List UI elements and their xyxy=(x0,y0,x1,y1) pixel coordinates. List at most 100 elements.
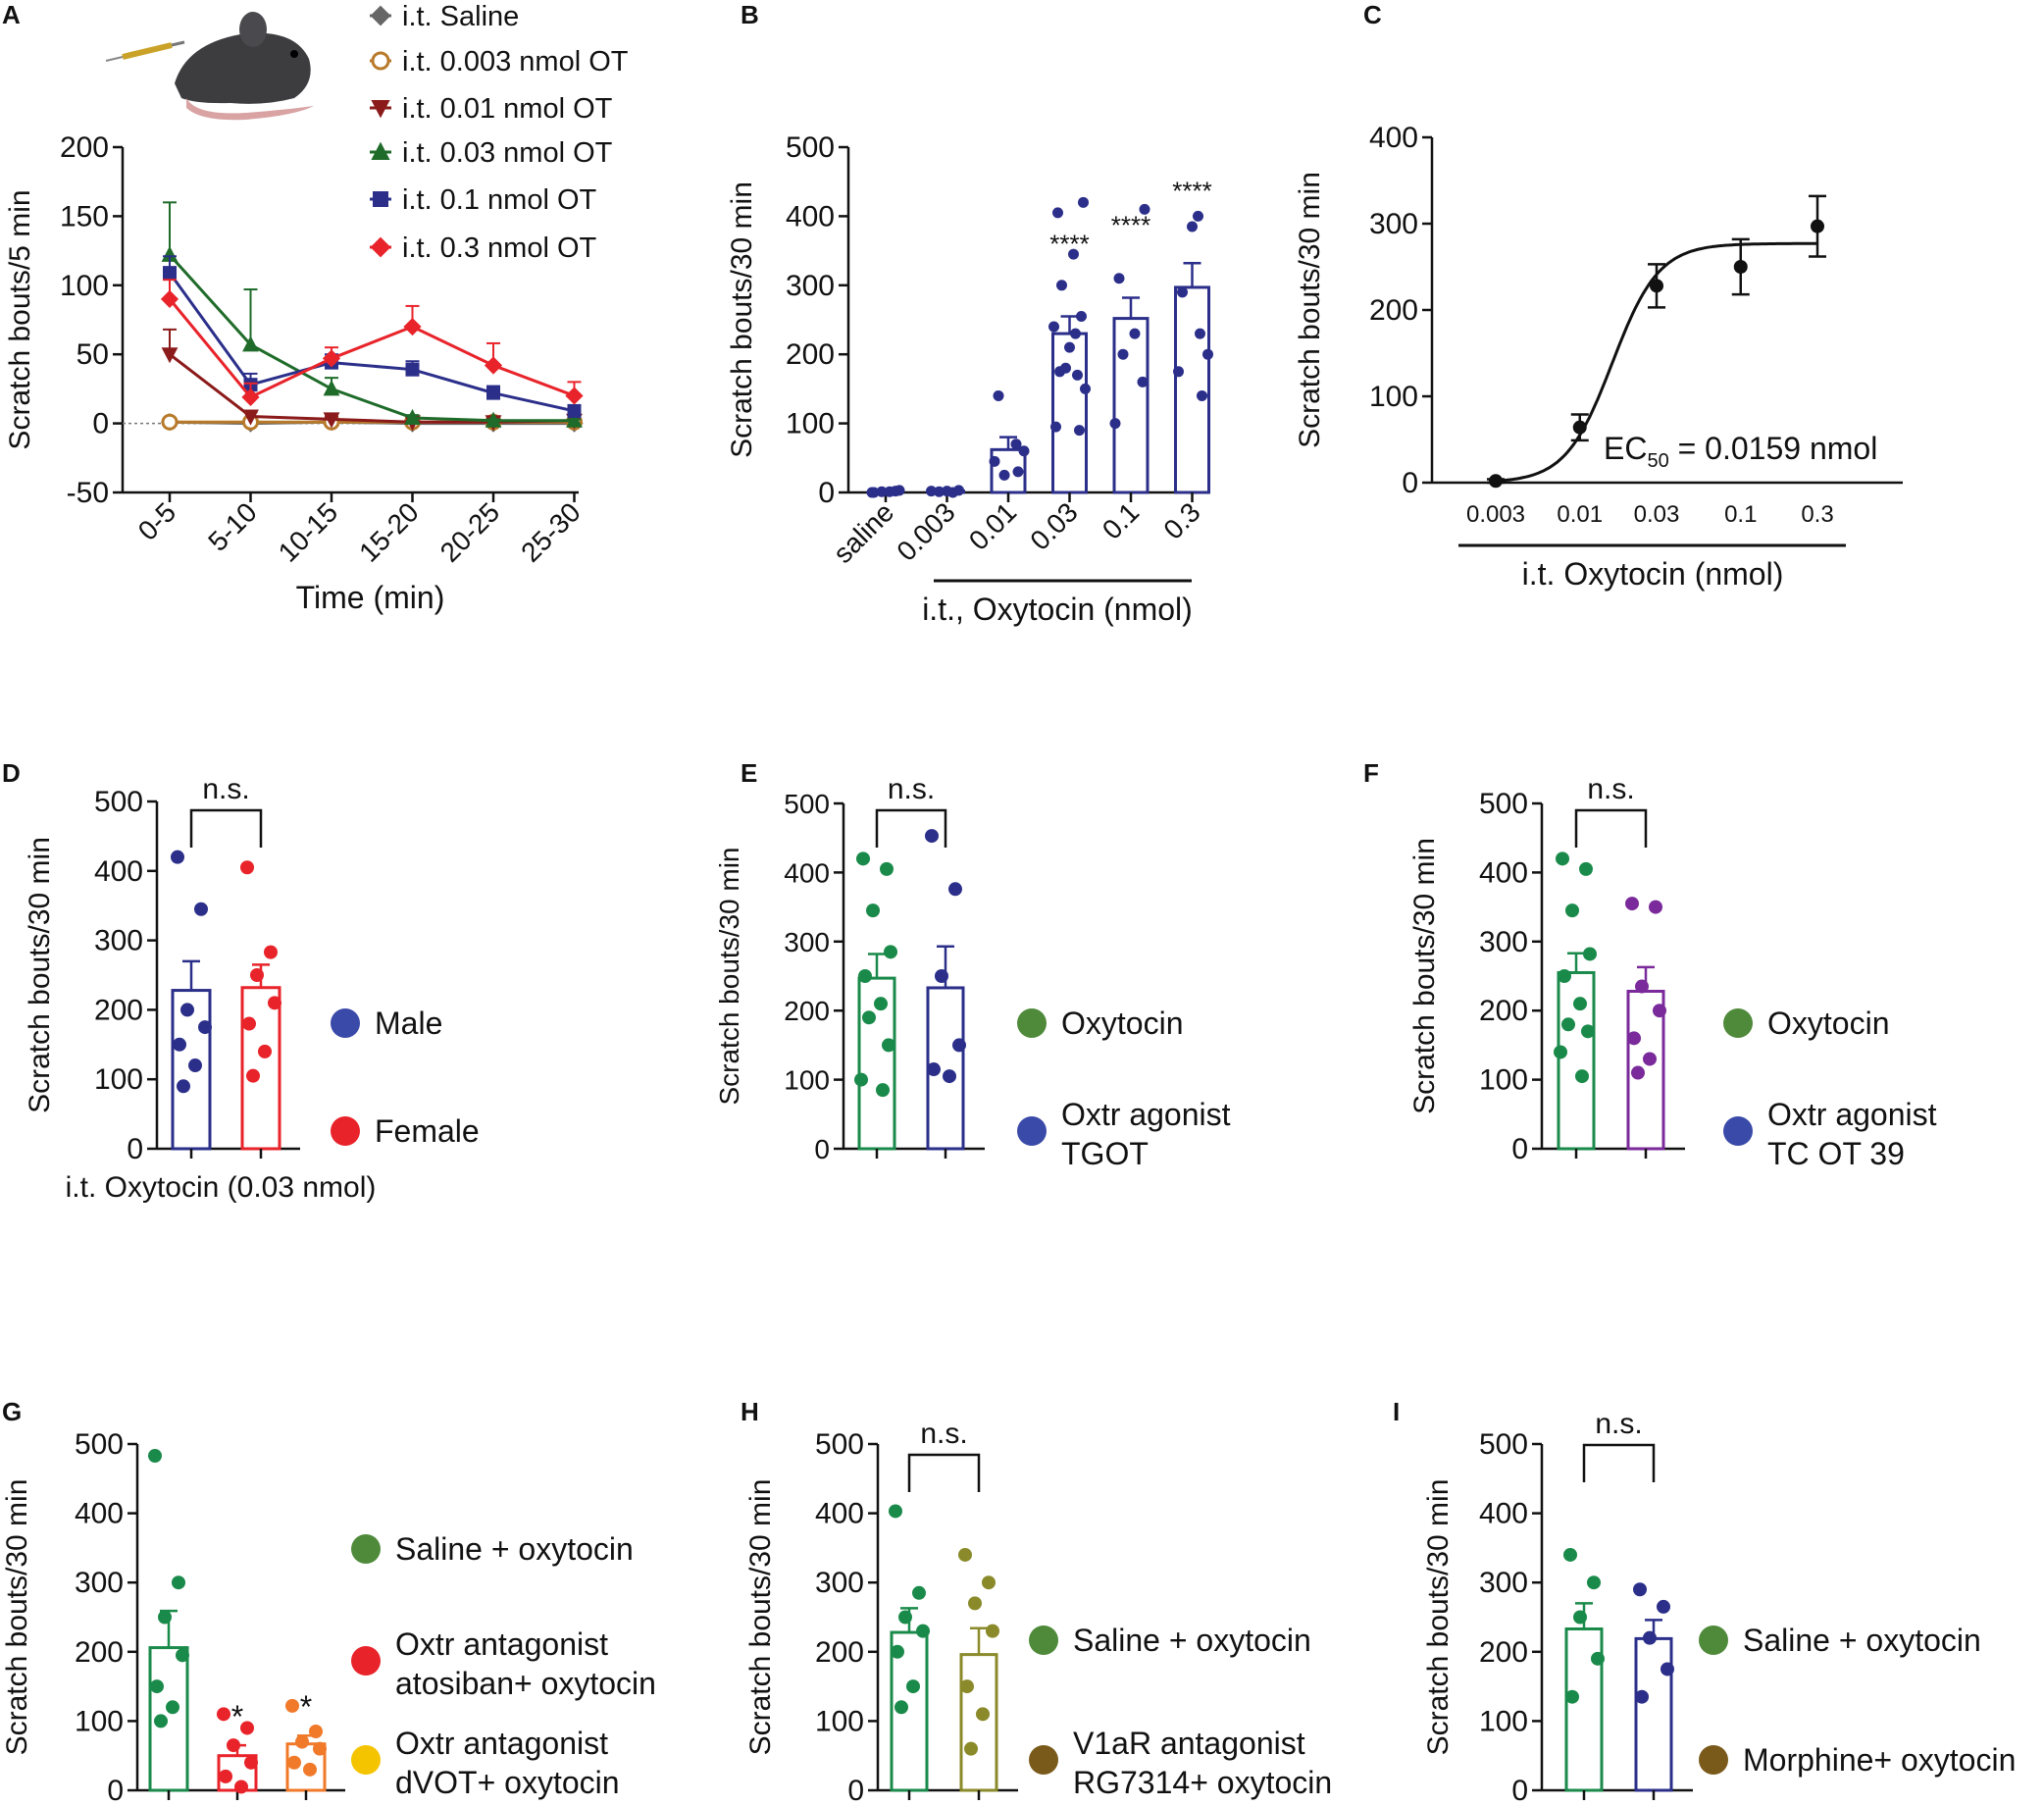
comparison-label: n.s. xyxy=(1595,1408,1642,1440)
legend-label: V1aR antagonist xyxy=(1073,1726,1305,1761)
legend: i.t. Saline i.t. 0.003 nmol OT i.t. 0.01 n… xyxy=(370,1,629,264)
comparison-label: n.s. xyxy=(920,1418,967,1450)
legend-item: Oxtr antagonist dVOT+ oxytocin xyxy=(351,1726,620,1800)
data-point xyxy=(976,1707,990,1722)
ec50-annotation: EC50 = 0.0159 nmol xyxy=(1604,431,1877,472)
data-point xyxy=(960,1679,974,1694)
comparison-label: n.s. xyxy=(1587,773,1634,805)
legend-swatch xyxy=(331,1116,360,1146)
y-tick-label: 100 xyxy=(815,1705,864,1737)
data-point xyxy=(1643,1630,1657,1645)
panel-letter: A xyxy=(2,0,21,29)
data-point xyxy=(1627,1031,1641,1046)
data-point xyxy=(1573,1610,1587,1625)
y-tick-label: 100 xyxy=(786,408,835,440)
data-point xyxy=(1565,1689,1579,1704)
data-point xyxy=(371,100,390,119)
data-point xyxy=(160,289,179,308)
legend-label: Oxytocin xyxy=(1061,1006,1183,1041)
data-point xyxy=(244,1755,258,1770)
x-tick-label: 15-20 xyxy=(353,496,425,568)
data-point xyxy=(1139,203,1150,215)
data-point xyxy=(171,850,184,864)
y-tick-label: 100 xyxy=(1369,381,1418,413)
y-tick-label: 100 xyxy=(784,1065,830,1096)
panel-letter: C xyxy=(1363,0,1382,29)
series-line xyxy=(168,272,575,413)
data-point xyxy=(242,335,259,352)
data-point xyxy=(1195,328,1205,339)
data-point xyxy=(906,1679,920,1694)
legend-swatch xyxy=(1029,1745,1058,1775)
series-line xyxy=(168,253,575,423)
legend-item: i.t. 0.01 nmol OT xyxy=(370,93,613,125)
data-point xyxy=(1137,376,1149,387)
data-point xyxy=(250,968,264,982)
data-point xyxy=(884,486,895,497)
x-tick-label: 0.03 xyxy=(1024,496,1083,555)
x-axis-title: i.t. Oxytocin (0.03 nmol) xyxy=(66,1171,377,1204)
panel-letter: B xyxy=(741,0,759,29)
legend-swatch xyxy=(1017,1116,1047,1146)
data-point xyxy=(1129,328,1141,339)
bar-chart: 0 100 200 300 400 500 Scratch bouts/30 min n.s.… xyxy=(1422,1408,2016,1806)
data-point xyxy=(925,829,939,844)
legend-label: Morphine+ oxytocin xyxy=(1743,1742,2016,1778)
data-point xyxy=(1635,979,1649,994)
x-tick-label: 10-15 xyxy=(273,496,344,568)
data-point xyxy=(403,317,422,336)
legend-label: i.t. 0.003 nmol OT xyxy=(402,46,629,77)
data-point xyxy=(868,487,880,498)
data-point xyxy=(1565,903,1579,918)
legend-label: Oxtr antagonist xyxy=(395,1626,608,1662)
legend-label: i.t. 0.01 nmol OT xyxy=(402,93,613,125)
data-point xyxy=(258,1044,272,1058)
legend-swatch xyxy=(1699,1625,1728,1655)
x-tick-label: 0-5 xyxy=(132,496,182,546)
legend-item: i.t. Saline xyxy=(370,1,519,32)
panel-letter: D xyxy=(2,758,21,788)
legend-swatch xyxy=(1723,1008,1753,1038)
data-point xyxy=(1068,248,1079,260)
y-tick-label: 500 xyxy=(1479,1428,1528,1461)
data-point xyxy=(246,1068,260,1083)
data-point xyxy=(1583,947,1597,961)
x-axis-title: Time (min) xyxy=(296,580,445,615)
x-tick-label: 20-25 xyxy=(434,496,506,568)
y-tick-label: 0 xyxy=(818,477,835,509)
legend-swatch xyxy=(1029,1625,1058,1655)
bar-chart: 0 100 200 300 400 500 Scratch bouts/30 min n.s.… xyxy=(24,773,480,1204)
legend-label: Saline + oxytocin xyxy=(1743,1623,1981,1658)
legend-item: Saline + oxytocin xyxy=(1699,1623,1981,1658)
data-point xyxy=(1650,279,1663,293)
y-tick-label: 300 xyxy=(94,925,143,957)
data-point xyxy=(486,386,500,400)
data-point xyxy=(882,1038,895,1053)
data-point xyxy=(894,485,905,496)
significance-marker: * xyxy=(231,1699,243,1734)
data-point xyxy=(566,411,583,428)
data-point xyxy=(242,1016,256,1031)
x-tick-label: 0.01 xyxy=(1557,501,1603,528)
data-point xyxy=(1117,348,1129,360)
data-point xyxy=(1635,1689,1649,1704)
y-tick-label: 400 xyxy=(94,855,143,888)
legend-label: i.t. 0.3 nmol OT xyxy=(402,232,597,264)
x-tick-label: 0.1 xyxy=(1724,501,1757,528)
legend-label: Oxtr agonist xyxy=(1061,1097,1231,1132)
data-point xyxy=(1202,348,1213,360)
data-point xyxy=(986,1624,999,1638)
data-point xyxy=(1653,1004,1666,1018)
data-point xyxy=(405,362,420,377)
data-point xyxy=(241,387,260,406)
y-tick-label: 500 xyxy=(1479,788,1528,820)
data-point xyxy=(952,1038,966,1053)
y-tick-label: 500 xyxy=(786,131,835,164)
data-point xyxy=(150,1679,164,1694)
data-point xyxy=(161,347,179,364)
x-tick-label: 0.01 xyxy=(963,496,1022,555)
data-point xyxy=(989,455,1000,467)
data-point xyxy=(1010,439,1022,450)
y-tick-label: 400 xyxy=(784,857,830,888)
legend-swatch xyxy=(351,1745,381,1775)
